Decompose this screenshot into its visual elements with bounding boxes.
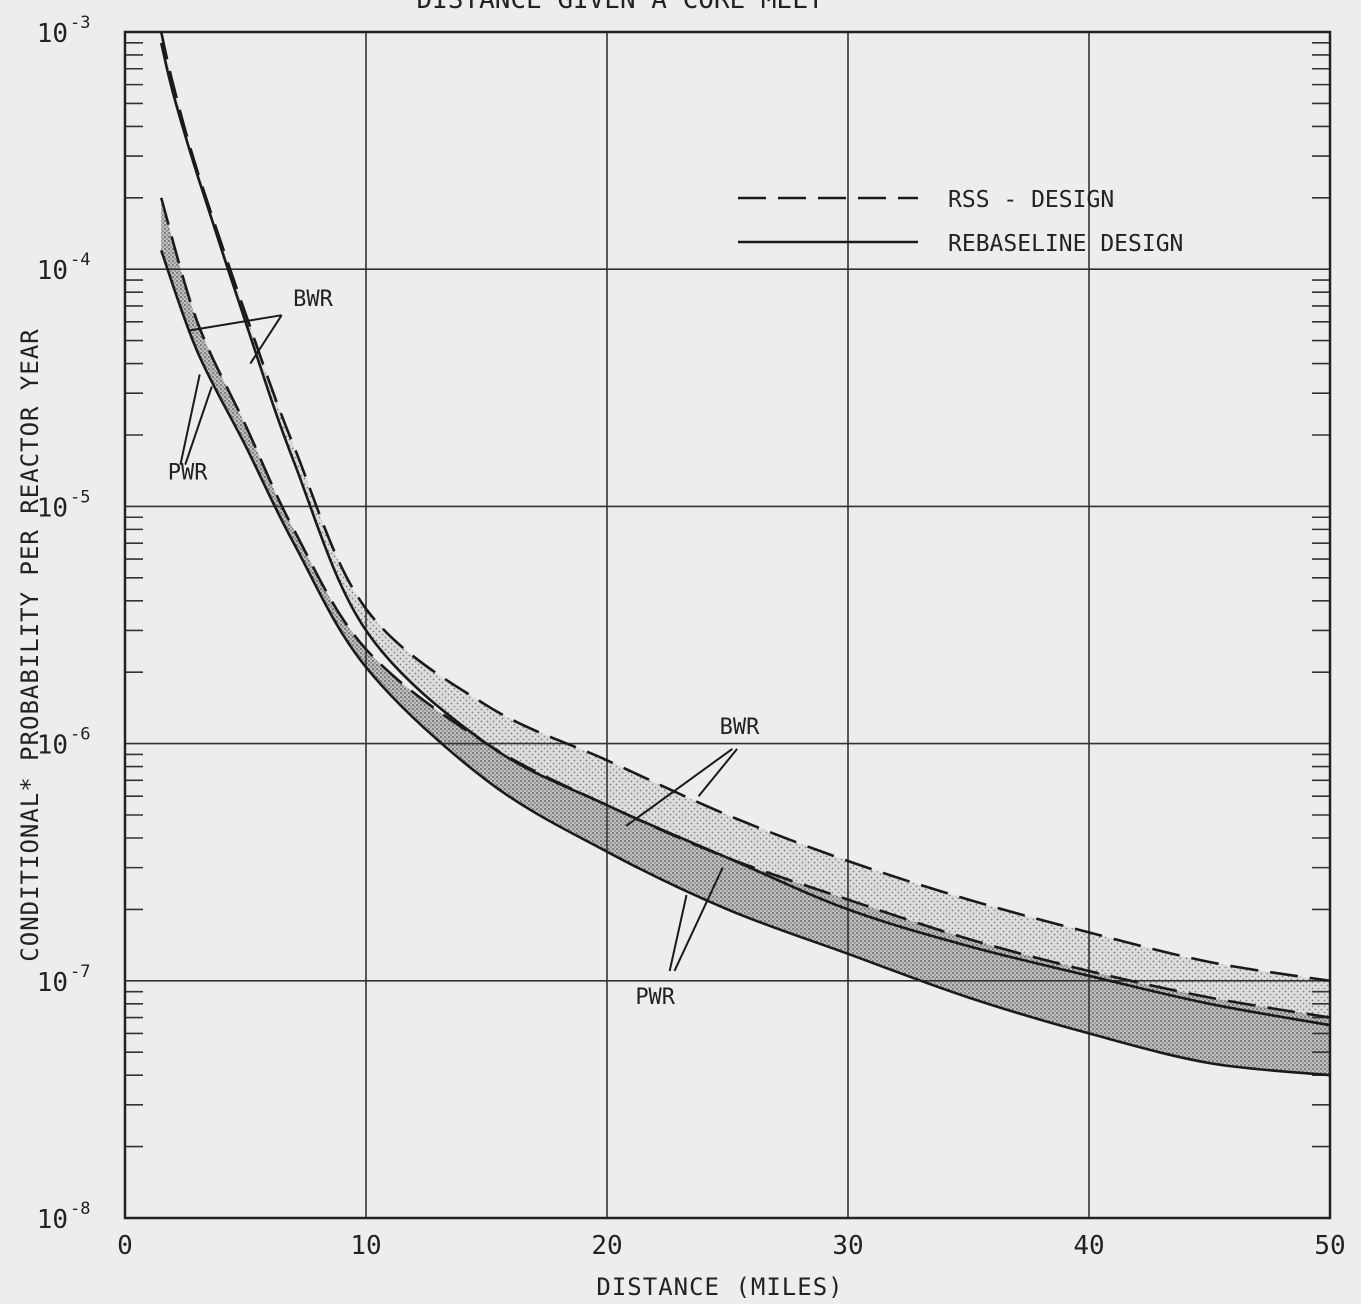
series-line xyxy=(159,31,1331,983)
leader-line xyxy=(697,748,738,797)
leader-line xyxy=(625,748,733,827)
x-tick-label: 30 xyxy=(832,1231,863,1261)
leader-line xyxy=(184,386,213,465)
legend-label: RSS - DESIGN xyxy=(948,187,1114,213)
annotation-label: PWR xyxy=(168,460,208,485)
leader-line xyxy=(249,314,283,365)
shaded-band xyxy=(161,32,1331,1026)
legend-label: REBASELINE DESIGN xyxy=(948,231,1183,257)
annotation-label: BWR xyxy=(720,715,760,740)
series-curves xyxy=(159,31,1331,1077)
shaded-band xyxy=(161,197,1331,1076)
series-line xyxy=(159,197,1331,1019)
series-line xyxy=(159,249,1331,1077)
x-tick-labels: 0 10 20 30 40 50 xyxy=(117,1231,1345,1261)
y-tick-exponent: -4 xyxy=(70,250,90,270)
y-tick-label: 10 xyxy=(37,256,68,286)
y-tick-label: 10 xyxy=(37,19,68,49)
y-tick-label: 10 xyxy=(37,493,68,523)
x-axis-label: DISTANCE (MILES) xyxy=(596,1273,843,1301)
legend: RSS - DESIGN REBASELINE DESIGN xyxy=(738,187,1183,257)
y-tick-exponent: -8 xyxy=(70,1199,90,1219)
x-tick-label: 10 xyxy=(350,1231,381,1261)
annotation-label: BWR xyxy=(293,287,333,312)
annotation-label: PWR xyxy=(635,985,675,1010)
leader-line xyxy=(668,894,688,972)
leader-line xyxy=(179,374,201,465)
y-tick-exponent: -5 xyxy=(70,487,90,507)
y-tick-exponent: -3 xyxy=(70,13,90,33)
y-axis-label: CONDITIONAL* PROBABILITY PER REACTOR YEA… xyxy=(16,328,44,961)
x-tick-label: 40 xyxy=(1073,1231,1104,1261)
x-tick-label: 50 xyxy=(1314,1231,1345,1261)
plot-frame xyxy=(123,30,1332,1220)
shaded-bands xyxy=(161,32,1331,1076)
y-tick-labels: 10-310-410-510-610-710-8 xyxy=(37,13,91,1235)
x-tick-label: 0 xyxy=(117,1231,133,1261)
y-tick-label: 10 xyxy=(37,1205,68,1235)
annotations: BWR PWR BWR PWR xyxy=(168,287,760,1010)
leader-line xyxy=(187,314,282,332)
y-tick-label: 10 xyxy=(37,968,68,998)
y-tick-exponent: -7 xyxy=(70,962,90,982)
y-tick-label: 10 xyxy=(37,731,68,761)
leader-line xyxy=(673,867,724,972)
y-tick-exponent: -6 xyxy=(70,725,90,745)
x-tick-label: 20 xyxy=(591,1231,622,1261)
chart-title: DISTANCE GIVEN A CORE MELT xyxy=(417,0,824,15)
